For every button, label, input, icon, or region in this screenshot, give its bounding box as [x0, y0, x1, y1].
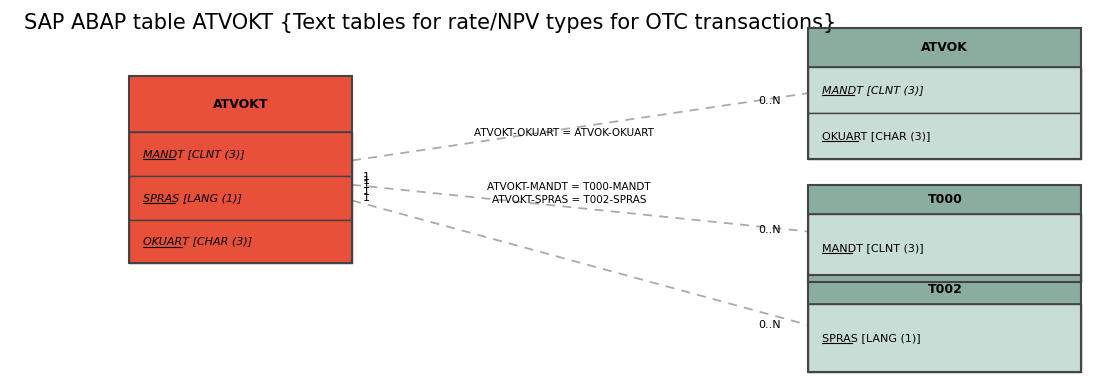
FancyBboxPatch shape [808, 304, 1081, 372]
Text: 0..N: 0..N [758, 225, 781, 234]
Text: 0..N: 0..N [758, 95, 781, 106]
FancyBboxPatch shape [129, 76, 352, 132]
FancyBboxPatch shape [808, 67, 1081, 113]
Text: MANDT [CLNT (3)]: MANDT [CLNT (3)] [143, 149, 244, 159]
Text: OKUART [CHAR (3)]: OKUART [CHAR (3)] [143, 236, 252, 247]
FancyBboxPatch shape [808, 113, 1081, 159]
Text: 1: 1 [363, 193, 371, 203]
Text: T000: T000 [927, 193, 962, 206]
Text: ATVOKT-MANDT = T000-MANDT: ATVOKT-MANDT = T000-MANDT [488, 182, 651, 192]
Text: 1: 1 [363, 187, 371, 197]
Text: 0..N: 0..N [758, 320, 781, 330]
Text: SPRAS [LANG (1)]: SPRAS [LANG (1)] [821, 333, 921, 343]
Text: SAP ABAP table ATVOKT {Text tables for rate/NPV types for OTC transactions}: SAP ABAP table ATVOKT {Text tables for r… [23, 12, 836, 33]
Text: 1: 1 [363, 180, 371, 190]
FancyBboxPatch shape [808, 214, 1081, 282]
FancyBboxPatch shape [129, 220, 352, 264]
Text: T002: T002 [927, 283, 962, 296]
FancyBboxPatch shape [808, 185, 1081, 214]
Text: 1: 1 [363, 172, 371, 182]
Text: MANDT [CLNT (3)]: MANDT [CLNT (3)] [821, 243, 923, 253]
Text: OKUART [CHAR (3)]: OKUART [CHAR (3)] [821, 131, 931, 141]
FancyBboxPatch shape [129, 132, 352, 176]
Text: ATVOK: ATVOK [922, 41, 969, 54]
Text: ATVOKT-SPRAS = T002-SPRAS: ATVOKT-SPRAS = T002-SPRAS [492, 195, 646, 205]
Text: SPRAS [LANG (1)]: SPRAS [LANG (1)] [143, 193, 242, 203]
Text: ATVOKT-OKUART = ATVOK-OKUART: ATVOKT-OKUART = ATVOK-OKUART [473, 128, 654, 138]
Text: 1: 1 [363, 176, 371, 186]
FancyBboxPatch shape [129, 176, 352, 220]
Text: MANDT [CLNT (3)]: MANDT [CLNT (3)] [821, 85, 924, 95]
FancyBboxPatch shape [808, 274, 1081, 304]
FancyBboxPatch shape [808, 28, 1081, 67]
Text: ATVOKT: ATVOKT [213, 98, 269, 111]
